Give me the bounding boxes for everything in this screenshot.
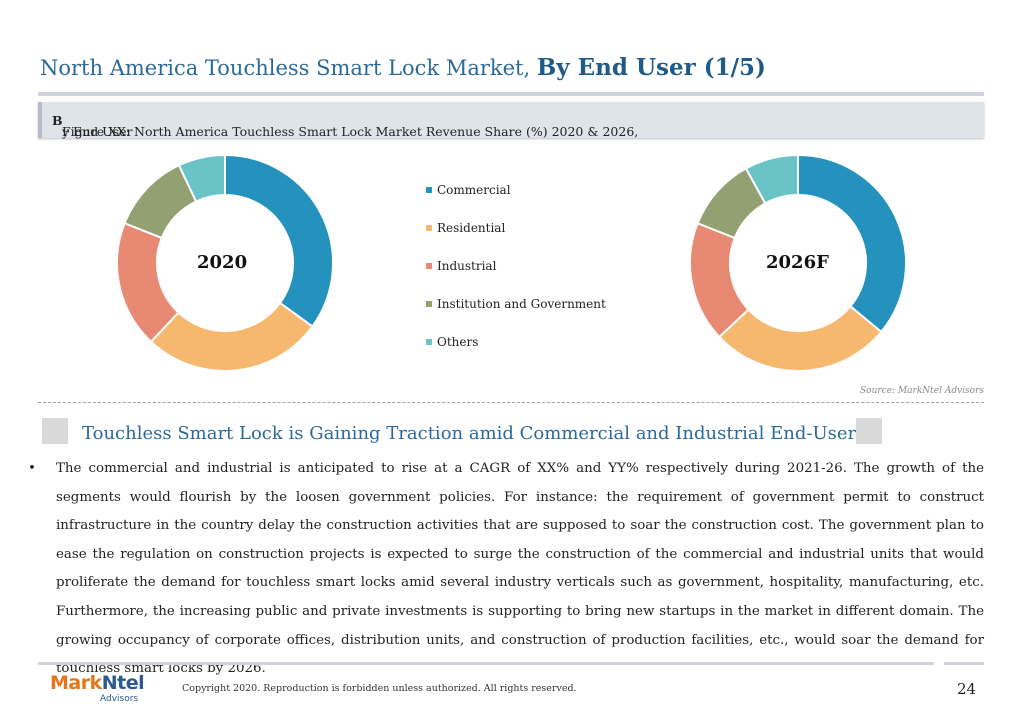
legend-swatch — [426, 186, 432, 193]
legend-swatch — [426, 224, 432, 231]
donut-slice-residential — [149, 301, 314, 372]
donut-center-label-2026: 2026F — [766, 252, 829, 273]
page-title-regular: North America Touchless Smart Lock Marke… — [40, 56, 537, 80]
heading-square-right — [856, 418, 882, 444]
bullet-icon: • — [28, 461, 36, 476]
donut-chart-2020 — [116, 153, 334, 372]
legend-label: Residential — [437, 221, 506, 235]
page-title-bold: By End User (1/5) — [536, 54, 766, 81]
figure-caption: Figure XX: North America Touchless Smart… — [52, 113, 638, 139]
title-divider — [38, 92, 984, 96]
page-number: 24 — [957, 680, 977, 698]
figure-caption-bold: B — [52, 113, 63, 128]
donut-slice-commercial — [797, 153, 907, 334]
legend-swatch — [426, 338, 432, 345]
donut-slice-others — [744, 153, 799, 205]
legend-label: Commercial — [437, 183, 511, 197]
logo-wordmark: MarkNtel — [50, 672, 145, 694]
donut-center-label-2020: 2020 — [197, 252, 248, 273]
legend-item-institution-government: Institution and Government — [426, 297, 606, 311]
figure-caption-bar: Figure XX: North America Touchless Smart… — [38, 102, 984, 139]
page-title: North America Touchless Smart Lock Marke… — [40, 54, 766, 81]
bullet-paragraph: • The commercial and industrial is antic… — [28, 455, 984, 684]
source-note: Source: MarkNtel Advisors — [860, 386, 985, 396]
legend-swatch — [426, 300, 432, 307]
dashed-divider — [38, 402, 984, 403]
donut-slice-residential — [717, 304, 883, 372]
legend-label: Industrial — [437, 259, 497, 273]
footer-divider-short — [944, 662, 984, 665]
figure-caption-prefix: Figure XX: North America Touchless Smart… — [62, 124, 639, 139]
marknte-logo: MarkNtel Advisors — [50, 672, 145, 704]
legend-swatch — [426, 262, 432, 269]
bullet-text: The commercial and industrial is anticip… — [56, 461, 984, 677]
heading-square-left — [42, 418, 68, 444]
legend-item-residential: Residential — [426, 221, 505, 235]
legend-label: Others — [437, 335, 479, 349]
logo-mark: Mark — [50, 672, 102, 694]
legend-label: Institution and Government — [437, 297, 606, 311]
footer-divider — [38, 662, 934, 665]
legend-item-others: Others — [426, 335, 478, 349]
legend-item-industrial: Industrial — [426, 259, 496, 273]
legend-item-commercial: Commercial — [426, 183, 511, 197]
donut-chart-2026 — [689, 153, 907, 372]
donut-slice-commercial — [224, 153, 334, 328]
logo-subtitle: Advisors — [100, 694, 139, 704]
logo-ntel: Ntel — [101, 672, 145, 694]
copyright-note: Copyright 2020. Reproduction is forbidde… — [182, 683, 577, 694]
section-heading: Touchless Smart Lock is Gaining Traction… — [82, 423, 866, 444]
figure-caption-suffix: y End User — [62, 124, 133, 139]
donut-slice-others — [177, 153, 226, 203]
